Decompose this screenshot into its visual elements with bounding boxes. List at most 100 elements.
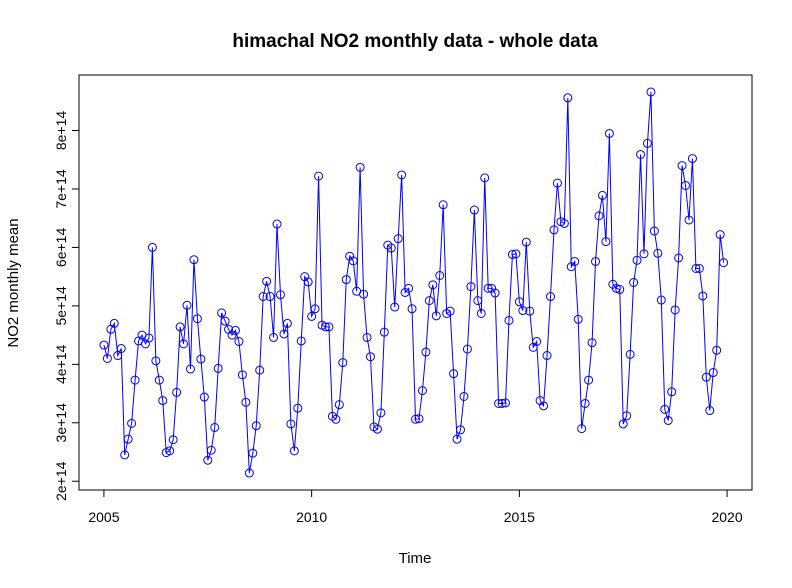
data-point: [625, 349, 635, 359]
data-point: [120, 450, 130, 460]
data-point: [670, 305, 680, 315]
data-point: [431, 311, 441, 321]
data-point: [269, 332, 279, 342]
data-point: [687, 154, 697, 164]
plot-frame: [78, 74, 753, 491]
data-point: [262, 276, 272, 286]
data-point: [203, 455, 213, 465]
data-point: [424, 296, 434, 306]
data-point: [217, 308, 227, 318]
data-point: [514, 297, 524, 307]
data-point: [407, 304, 417, 314]
data-point: [573, 314, 583, 324]
data-point: [539, 401, 549, 411]
data-point: [639, 249, 649, 259]
data-point: [411, 414, 420, 424]
data-point: [542, 351, 552, 361]
data-point: [251, 421, 261, 431]
data-point: [438, 200, 448, 210]
data-point: [372, 424, 382, 434]
data-point: [435, 270, 445, 280]
data-point: [649, 226, 659, 236]
data-point: [466, 282, 476, 292]
data-point: [348, 256, 358, 266]
data-point: [501, 398, 511, 408]
data-point: [694, 263, 704, 273]
data-point: [113, 351, 123, 361]
data-point: [580, 398, 590, 408]
data-point: [421, 347, 431, 357]
data-point: [109, 318, 119, 328]
data-point: [206, 445, 216, 455]
data-point: [594, 211, 604, 221]
data-point: [365, 352, 375, 362]
data-point: [546, 292, 556, 302]
data-point: [234, 337, 244, 347]
data-point: [275, 290, 285, 300]
data-point: [719, 258, 729, 268]
data-point: [237, 370, 247, 380]
y-axis: 2e+14 3e+14 4e+14 5e+14 6e+14 7e+14 8e+14: [53, 111, 80, 501]
data-point: [591, 256, 601, 266]
data-point: [587, 338, 597, 348]
data-point: [684, 215, 694, 225]
data-point: [549, 225, 559, 235]
data-point: [570, 256, 580, 266]
data-point: [210, 422, 220, 432]
data-point: [390, 302, 400, 312]
y-tick-label: 4e+14: [53, 344, 69, 384]
data-point: [199, 392, 209, 402]
data-point: [397, 170, 407, 180]
data-point: [445, 306, 455, 316]
data-point: [158, 396, 168, 406]
data-point: [629, 278, 639, 287]
data-point: [552, 178, 562, 188]
data-point: [289, 446, 299, 456]
data-point: [674, 253, 684, 263]
data-point: [255, 365, 265, 375]
data-point: [490, 288, 500, 298]
data-point: [99, 340, 109, 350]
data-point: [102, 353, 112, 363]
data-point: [601, 237, 611, 247]
data-point: [480, 173, 490, 183]
data-point: [494, 398, 504, 408]
data-point: [172, 387, 182, 397]
data-point: [379, 327, 389, 337]
data-point: [310, 304, 320, 314]
x-axis-label: Time: [399, 550, 432, 567]
series-layer: [99, 87, 729, 478]
y-tick-label: 2e+14: [53, 461, 69, 501]
data-point: [604, 128, 614, 138]
data-point: [182, 300, 192, 310]
data-point: [615, 285, 625, 295]
data-point: [341, 275, 351, 285]
data-point: [230, 325, 240, 335]
y-tick-label: 3e+14: [53, 403, 69, 443]
data-point: [487, 283, 497, 293]
data-point: [123, 434, 133, 444]
data-point: [705, 406, 715, 416]
data-point: [220, 316, 230, 326]
y-tick-label: 6e+14: [53, 228, 69, 268]
data-point: [618, 419, 628, 429]
x-tick-label: 2020: [711, 509, 742, 525]
x-tick-label: 2015: [504, 509, 535, 525]
data-point: [504, 315, 514, 325]
data-point: [196, 354, 206, 364]
data-point: [428, 280, 438, 290]
data-point: [656, 295, 666, 305]
data-point: [144, 333, 154, 343]
data-point: [708, 368, 718, 378]
y-tick-label: 5e+14: [53, 286, 69, 326]
chart-title: himachal NO2 monthly data - whole data: [232, 31, 598, 52]
data-point: [636, 149, 646, 159]
data-point: [213, 363, 223, 373]
data-point: [154, 375, 164, 385]
data-point: [459, 391, 469, 401]
data-point: [462, 344, 472, 354]
data-point: [376, 408, 386, 418]
data-point: [563, 93, 573, 103]
data-point: [559, 218, 569, 228]
